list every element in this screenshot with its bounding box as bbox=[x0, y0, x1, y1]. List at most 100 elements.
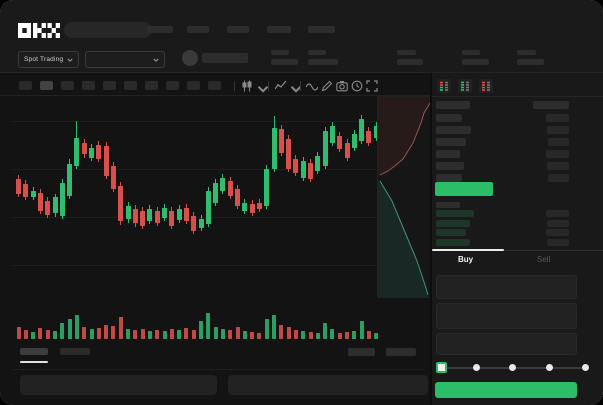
market-type-dropdown[interactable]: Spot Trading bbox=[18, 51, 79, 68]
timeframe-button[interactable] bbox=[40, 81, 53, 90]
volume-bar bbox=[126, 329, 130, 339]
last-price-bar[interactable] bbox=[435, 182, 493, 196]
ask-row-price[interactable] bbox=[436, 150, 460, 158]
nav-item-placeholder[interactable] bbox=[147, 26, 173, 33]
chevron-down-icon[interactable] bbox=[290, 83, 302, 95]
volume-bar bbox=[133, 330, 138, 339]
volume-bar bbox=[31, 332, 36, 339]
bottom-panel-placeholder bbox=[20, 375, 217, 395]
fullscreen-expand-icon[interactable] bbox=[366, 80, 378, 92]
candle-body bbox=[45, 201, 51, 215]
draw-pencil-icon[interactable] bbox=[321, 80, 333, 92]
volume-bar bbox=[374, 333, 379, 339]
volume-bar bbox=[74, 315, 79, 339]
tab-sell[interactable]: Sell bbox=[537, 255, 551, 264]
candle-type-icon[interactable] bbox=[241, 80, 253, 92]
ask-row-amount[interactable] bbox=[547, 126, 569, 134]
ask-row-amount[interactable] bbox=[546, 150, 569, 158]
timeframe-button[interactable] bbox=[145, 81, 158, 90]
book-all-toggle-icon[interactable] bbox=[437, 79, 451, 93]
candle-body bbox=[249, 204, 255, 213]
order-form-field[interactable] bbox=[436, 275, 577, 299]
slider-stop[interactable] bbox=[582, 364, 589, 371]
volume-bar bbox=[250, 332, 255, 339]
candle-body bbox=[103, 146, 109, 176]
volume-bar bbox=[235, 327, 240, 339]
bottom-tab-placeholder[interactable] bbox=[20, 348, 48, 355]
ask-row-amount[interactable] bbox=[548, 138, 569, 146]
bottom-action-placeholder[interactable] bbox=[348, 348, 375, 356]
volume-bar bbox=[53, 331, 57, 339]
okx-logo-icon[interactable] bbox=[18, 23, 60, 38]
coin-logo-icon bbox=[182, 50, 198, 66]
camera-icon[interactable] bbox=[336, 80, 348, 92]
ask-row-price[interactable] bbox=[436, 162, 464, 170]
order-form-field[interactable] bbox=[436, 303, 577, 329]
volume-bar bbox=[16, 327, 21, 339]
pair-dropdown[interactable] bbox=[85, 51, 165, 68]
ticker-stat-label bbox=[397, 50, 416, 55]
ask-row-price[interactable] bbox=[436, 138, 466, 146]
candle-body bbox=[169, 211, 175, 226]
nav-item-placeholder[interactable] bbox=[308, 26, 335, 33]
bid-row-price[interactable] bbox=[436, 239, 470, 247]
bid-row-amount[interactable] bbox=[547, 239, 569, 247]
bid-row-price[interactable] bbox=[436, 229, 466, 237]
ask-row-price[interactable] bbox=[436, 114, 462, 122]
line-wave-icon[interactable] bbox=[306, 80, 318, 92]
toolbar-separator bbox=[268, 81, 269, 91]
orderbook-panel: Buy Sell bbox=[430, 73, 603, 405]
book-bids-toggle-icon[interactable] bbox=[458, 79, 472, 93]
volume-bar bbox=[257, 333, 262, 339]
volume-bar bbox=[118, 317, 123, 339]
timeframe-button[interactable] bbox=[208, 81, 221, 90]
bid-row-price[interactable] bbox=[436, 210, 474, 217]
tab-buy[interactable]: Buy bbox=[458, 255, 474, 264]
nav-item-placeholder[interactable] bbox=[227, 26, 249, 33]
slider-handle[interactable] bbox=[436, 362, 447, 373]
ask-row-amount[interactable] bbox=[548, 174, 569, 182]
ask-row-amount[interactable] bbox=[546, 114, 569, 122]
bottom-action-placeholder[interactable] bbox=[386, 348, 416, 356]
bottom-panel-placeholder bbox=[228, 375, 428, 395]
submit-buy-button[interactable] bbox=[435, 382, 577, 398]
chevron-down-icon[interactable] bbox=[257, 83, 269, 95]
bid-row-amount[interactable] bbox=[547, 219, 569, 227]
order-form-field[interactable] bbox=[436, 333, 577, 355]
bid-row-amount[interactable] bbox=[546, 210, 569, 217]
candle-body bbox=[89, 148, 94, 158]
volume-bar bbox=[279, 325, 284, 339]
volume-bar bbox=[228, 330, 233, 339]
candle-body bbox=[278, 129, 284, 153]
bid-row-price[interactable] bbox=[436, 219, 470, 227]
slider-stop[interactable] bbox=[509, 364, 516, 371]
candle-body bbox=[132, 209, 138, 223]
nav-item-placeholder[interactable] bbox=[187, 26, 209, 33]
header: Spot Trading bbox=[0, 0, 603, 72]
timeframe-button[interactable] bbox=[124, 81, 137, 90]
bottom-tab-placeholder[interactable] bbox=[60, 348, 90, 355]
timeframe-button[interactable] bbox=[187, 81, 200, 90]
candlestick-chart[interactable] bbox=[12, 97, 379, 297]
bid-row-amount[interactable] bbox=[546, 229, 569, 237]
slider-stop[interactable] bbox=[472, 364, 480, 371]
search-input[interactable] bbox=[64, 22, 152, 38]
book-asks-toggle-icon[interactable] bbox=[479, 79, 493, 93]
ask-row-price[interactable] bbox=[436, 174, 462, 182]
nav-item-placeholder[interactable] bbox=[267, 26, 291, 33]
depth-chart[interactable] bbox=[377, 96, 431, 298]
volume-bar bbox=[308, 332, 313, 339]
timeframe-button[interactable] bbox=[82, 81, 95, 90]
volume-bar bbox=[140, 329, 145, 339]
ask-row-amount[interactable] bbox=[547, 162, 569, 170]
timeframe-button[interactable] bbox=[61, 81, 74, 90]
history-clock-icon[interactable] bbox=[351, 80, 363, 92]
slider-stop[interactable] bbox=[545, 364, 553, 371]
timeframe-button[interactable] bbox=[19, 81, 32, 90]
timeframe-button[interactable] bbox=[103, 81, 116, 90]
indicator-icon[interactable] bbox=[275, 80, 287, 92]
candle-body bbox=[337, 136, 343, 149]
ask-row-price[interactable] bbox=[436, 126, 471, 134]
timeframe-button[interactable] bbox=[166, 81, 179, 90]
